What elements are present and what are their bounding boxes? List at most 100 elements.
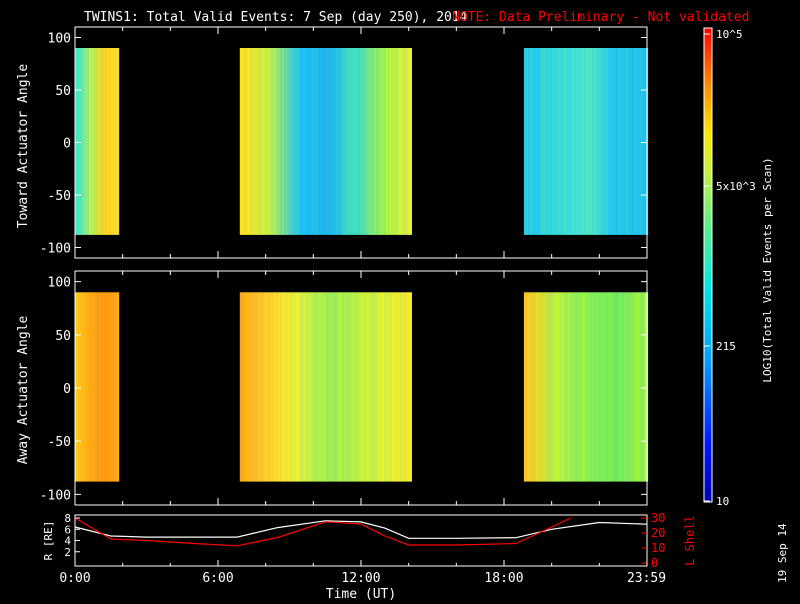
heatmap-stripe bbox=[241, 292, 244, 482]
heatmap-stripe bbox=[369, 292, 372, 482]
heatmap-stripe bbox=[607, 48, 611, 235]
heatmap-stripe bbox=[373, 292, 376, 482]
heatmap-stripe bbox=[555, 48, 559, 235]
heatmap-stripe bbox=[339, 292, 342, 482]
y-tick-label: 50 bbox=[55, 329, 71, 344]
heatmap-stripe bbox=[257, 292, 260, 482]
heatmap-stripe bbox=[407, 292, 410, 482]
heatmap-stripe bbox=[589, 292, 593, 482]
heatmap-stripe bbox=[273, 292, 276, 482]
heatmap-stripe bbox=[615, 292, 619, 482]
heatmap-stripe bbox=[549, 48, 553, 235]
heatmap-stripe bbox=[299, 48, 302, 235]
heatmap-stripe bbox=[361, 48, 364, 235]
heatmap-stripe bbox=[529, 292, 533, 482]
heatmap-stripe bbox=[319, 292, 322, 482]
heatmap-stripe bbox=[309, 48, 312, 235]
heatmap-stripe bbox=[631, 48, 635, 235]
heatmap-stripe bbox=[629, 48, 633, 235]
heatmap-stripe bbox=[259, 292, 262, 482]
heatmap-stripe bbox=[265, 292, 268, 482]
heatmap-stripe bbox=[601, 48, 605, 235]
heatmap-stripe bbox=[99, 292, 102, 482]
heatmap-stripe bbox=[381, 292, 384, 482]
heatmap-stripe bbox=[395, 48, 398, 235]
heatmap-stripe bbox=[293, 292, 296, 482]
heatmap-stripe bbox=[389, 48, 392, 235]
heatmap-stripe bbox=[77, 292, 80, 482]
heatmap-stripe bbox=[319, 48, 322, 235]
heatmap-stripe bbox=[105, 48, 108, 235]
heatmap-stripe bbox=[91, 48, 94, 235]
l-shell-tick-label: 10 bbox=[651, 541, 665, 555]
heatmap-stripe bbox=[551, 48, 555, 235]
heatmap-stripe bbox=[401, 292, 404, 482]
heatmap-stripe bbox=[97, 292, 100, 482]
heatmap-stripe bbox=[557, 48, 561, 235]
heatmap-stripe bbox=[333, 48, 336, 235]
colorbar-tick-label: 215 bbox=[716, 340, 736, 353]
heatmap-stripe bbox=[531, 48, 535, 235]
l-shell-tick-label: 30 bbox=[651, 511, 665, 525]
heatmap-stripe bbox=[117, 292, 120, 482]
heatmap-stripe bbox=[247, 48, 250, 235]
heatmap-stripe bbox=[399, 48, 402, 235]
heatmap-stripe bbox=[117, 48, 120, 235]
heatmap-stripe bbox=[547, 292, 551, 482]
y-tick-label: 100 bbox=[48, 32, 71, 47]
y-tick-label: -50 bbox=[48, 189, 71, 204]
time-tick-label: 12:00 bbox=[341, 571, 380, 586]
heatmap-stripe bbox=[243, 48, 246, 235]
heatmap-stripe bbox=[299, 292, 302, 482]
heatmap-stripe bbox=[551, 292, 555, 482]
heatmap-stripe bbox=[83, 292, 86, 482]
heatmap-stripe bbox=[387, 48, 390, 235]
heatmap-stripe bbox=[393, 292, 396, 482]
heatmap-stripe bbox=[253, 292, 256, 482]
heatmap-stripe bbox=[547, 48, 551, 235]
heatmap-stripe bbox=[581, 292, 585, 482]
y-tick-label: 50 bbox=[55, 84, 71, 99]
heatmap-stripe bbox=[353, 48, 356, 235]
heatmap-stripe bbox=[321, 48, 324, 235]
heatmap-stripe bbox=[379, 292, 382, 482]
heatmap-stripe bbox=[273, 48, 276, 235]
heatmap-stripe bbox=[581, 48, 585, 235]
toward-panel: 100 50 0 -50 -100 bbox=[40, 26, 649, 259]
l-shell-axis-label: L Shell bbox=[683, 515, 697, 566]
colorbar bbox=[703, 27, 713, 503]
heatmap-stripe bbox=[635, 292, 639, 482]
colorbar-ticks: 10 215 5x10^3 10^5 bbox=[704, 28, 756, 508]
heatmap-stripe bbox=[103, 48, 106, 235]
time-tick-label: 0:00 bbox=[59, 571, 90, 586]
heatmap-stripe bbox=[269, 292, 272, 482]
heatmap-stripe bbox=[553, 48, 557, 235]
heatmap-stripe bbox=[385, 48, 388, 235]
heatmap-stripe bbox=[403, 48, 406, 235]
heatmap-stripe bbox=[355, 48, 358, 235]
heatmap-stripe bbox=[313, 48, 316, 235]
time-tick-label: 23:59 bbox=[627, 571, 666, 586]
heatmap-stripe bbox=[627, 292, 631, 482]
heatmap-stripe bbox=[93, 48, 96, 235]
heatmap-stripe bbox=[603, 48, 607, 235]
heatmap-stripe bbox=[601, 292, 605, 482]
heatmap-stripe bbox=[575, 292, 579, 482]
heatmap-stripe bbox=[115, 48, 118, 235]
heatmap-stripe bbox=[523, 48, 527, 235]
heatmap-stripe bbox=[249, 48, 252, 235]
heatmap-stripe bbox=[555, 292, 559, 482]
heatmap-stripe bbox=[527, 292, 531, 482]
heatmap-stripe bbox=[373, 48, 376, 235]
heatmap-stripe bbox=[539, 48, 543, 235]
heatmap-stripe bbox=[571, 48, 575, 235]
chart-title: TWINS1: Total Valid Events: 7 Sep (day 2… bbox=[84, 10, 468, 25]
heatmap-stripe bbox=[289, 292, 292, 482]
heatmap-stripe bbox=[637, 48, 641, 235]
heatmap-stripe bbox=[367, 48, 370, 235]
heatmap-stripe bbox=[275, 292, 278, 482]
heatmap-stripe bbox=[345, 292, 348, 482]
heatmap-stripe bbox=[397, 48, 400, 235]
